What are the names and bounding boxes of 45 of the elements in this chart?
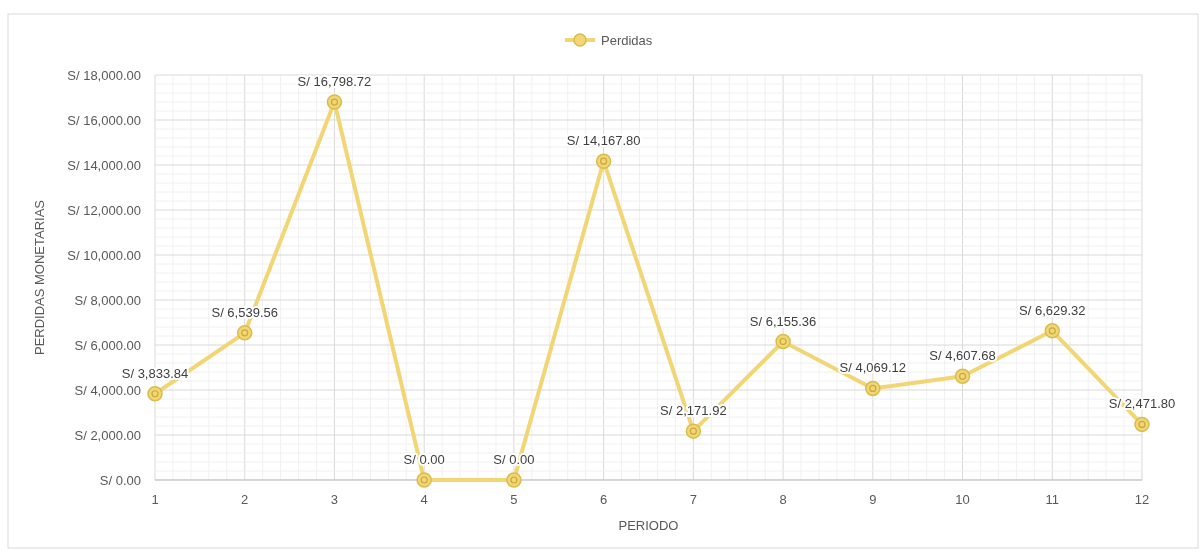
y-tick-label: S/ 10,000.00 <box>67 247 141 263</box>
x-tick-label: 9 <box>869 492 877 507</box>
data-label: S/ 14,167.80 <box>566 133 641 149</box>
y-tick-label: S/ 2,000.00 <box>74 427 141 443</box>
x-tick-label: 11 <box>1045 492 1060 507</box>
point <box>685 423 702 439</box>
x-axis-title: PERIODO <box>618 518 679 533</box>
data-label: S/ 6,629.32 <box>1019 302 1086 318</box>
point <box>1044 323 1061 339</box>
point <box>775 333 791 350</box>
y-tick-label: S/ 4,000.00 <box>74 382 141 398</box>
y-tick-label: S/ 14,000.00 <box>67 157 141 173</box>
y-tick-label: S/ 8,000.00 <box>74 292 141 308</box>
x-tick-label: 2 <box>241 492 249 507</box>
y-tick-label: S/ 12,000.00 <box>67 202 141 218</box>
x-tick-label: 10 <box>955 492 970 507</box>
y-tick-label: S/ 16,000.00 <box>67 112 141 128</box>
point <box>865 380 881 397</box>
x-tick-label: 1 <box>151 492 159 507</box>
data-label: S/ 2,471.80 <box>1108 396 1176 412</box>
y-tick-label: S/ 6,000.00 <box>74 337 141 353</box>
y-tick-label: S/ 0.00 <box>99 472 141 488</box>
point <box>1134 416 1150 433</box>
x-tick-label: 8 <box>779 492 787 507</box>
data-label: S/ 6,155.36 <box>749 313 817 329</box>
data-label: S/ 16,798.72 <box>297 74 372 90</box>
x-tick-label: 7 <box>689 492 697 507</box>
x-tick-label: 5 <box>510 492 518 507</box>
data-label: S/ 4,607.68 <box>929 348 996 364</box>
point <box>595 153 612 169</box>
point <box>506 472 522 488</box>
point <box>147 385 163 402</box>
legend-label: Perdidas <box>601 32 653 48</box>
x-tick-label: 6 <box>600 492 608 507</box>
x-tick-label: 3 <box>330 492 339 507</box>
data-label: S/ 4,069.12 <box>839 360 907 376</box>
y-axis-title: PERDIDAS MONETARIAS <box>32 199 47 356</box>
point <box>326 94 343 110</box>
y-tick-label: S/ 18,000.00 <box>67 67 141 83</box>
x-tick-label: 4 <box>420 492 428 507</box>
point <box>416 472 432 488</box>
point <box>954 368 971 385</box>
x-tick-label: 12 <box>1134 492 1150 507</box>
point <box>236 325 253 341</box>
data-label: S/ 0.00 <box>403 452 445 467</box>
